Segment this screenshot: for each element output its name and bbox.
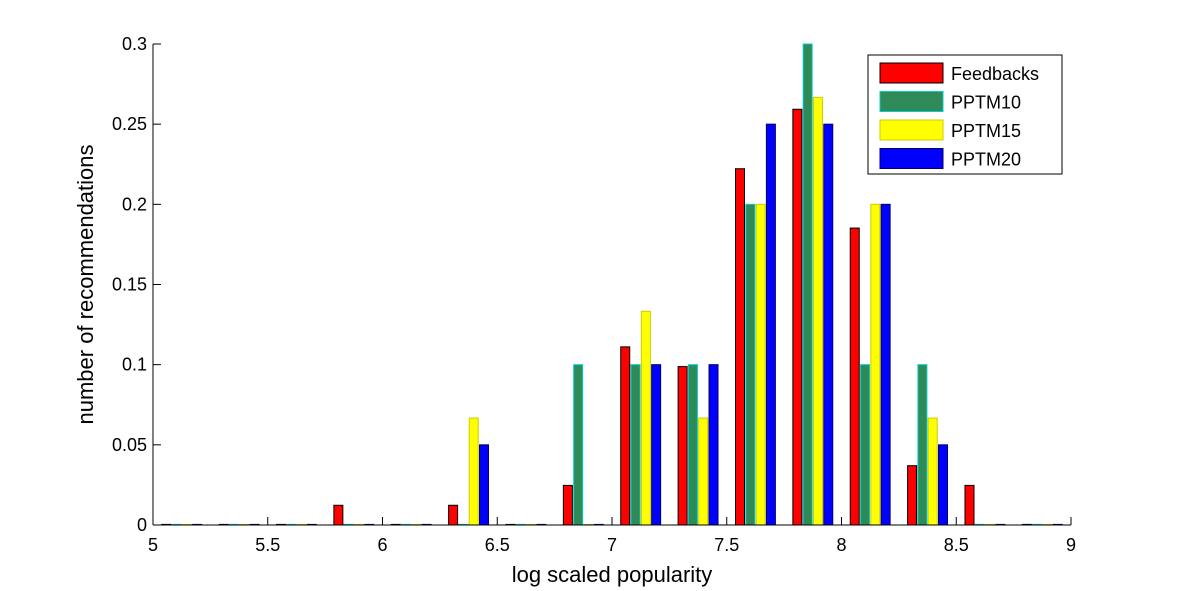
bar-pptm20-12 [880, 203, 891, 526]
x-tick-label-7: 7 [607, 535, 617, 555]
legend-swatch-pptm10 [879, 91, 944, 112]
y-tick-label-0.3: 0.3 [122, 34, 147, 54]
bar-pptm20-11 [823, 123, 834, 526]
y-tick-label-0: 0 [137, 515, 147, 535]
bar-pptm15-8 [640, 310, 651, 526]
bar-feedbacks-9 [677, 366, 688, 526]
x-tick-label-5.5: 5.5 [255, 535, 280, 555]
bar-pptm20-5 [479, 444, 490, 526]
bar-pptm20-10 [765, 123, 776, 526]
bar-pptm15-13 [927, 417, 938, 526]
bar-feedbacks-10 [734, 168, 745, 526]
bar-pptm20-13 [938, 444, 949, 526]
x-tick-label-5: 5 [148, 535, 158, 555]
x-tick-label-8.5: 8.5 [944, 535, 969, 555]
bar-feedbacks-5 [448, 504, 459, 526]
bar-feedbacks-11 [792, 108, 803, 526]
legend-swatch-pptm15 [879, 119, 944, 141]
axes-group: 5 5.5 6 6.5 7 7.5 8 8.5 9 0 0.05 0.1 0.15 0.2 0.25 0.3 [112, 34, 1076, 555]
y-tick-label-0.15: 0.15 [112, 275, 147, 295]
x-tick-label-9: 9 [1066, 535, 1076, 555]
bars-group [161, 43, 1063, 526]
bar-feedbacks-3 [333, 504, 344, 526]
bar-feedbacks-8 [620, 346, 631, 526]
bar-pptm10-12 [860, 364, 871, 526]
bar-pptm15-12 [870, 203, 881, 526]
y-tick-label-0.1: 0.1 [122, 355, 147, 375]
legend-swatch-pptm20 [879, 148, 944, 169]
bar-feedbacks-7 [562, 484, 573, 526]
y-tick-label-0.25: 0.25 [112, 114, 147, 134]
legend-label-pptm20: PPTM20 [951, 150, 1021, 170]
x-tick-label-7.5: 7.5 [714, 535, 739, 555]
x-axis-label: log scaled popularity [512, 562, 713, 587]
bar-pptm10-8 [630, 364, 641, 526]
bar-feedbacks-14 [964, 484, 975, 526]
legend: Feedbacks PPTM10 PPTM15 PPTM20 [867, 54, 1063, 175]
bar-pptm15-11 [812, 96, 823, 526]
legend-label-feedbacks: Feedbacks [951, 64, 1039, 84]
bar-feedbacks-13 [907, 465, 918, 526]
y-tick-label-0.2: 0.2 [122, 194, 147, 214]
legend-swatch-feedbacks [879, 62, 944, 84]
bar-pptm10-11 [802, 43, 813, 526]
bar-pptm15-10 [755, 203, 766, 526]
legend-label-pptm10: PPTM10 [951, 93, 1021, 113]
bar-pptm10-10 [745, 203, 756, 526]
x-tick-label-6: 6 [377, 535, 387, 555]
bar-feedbacks-12 [849, 227, 860, 526]
bar-pptm20-8 [651, 364, 662, 526]
bar-pptm15-5 [468, 417, 479, 526]
bar-pptm20-9 [708, 364, 719, 526]
x-tick-label-8: 8 [836, 535, 846, 555]
bar-pptm10-13 [917, 364, 928, 526]
x-tick-label-6.5: 6.5 [485, 535, 510, 555]
legend-label-pptm15: PPTM15 [951, 121, 1021, 141]
bar-pptm10-9 [687, 364, 698, 526]
bar-pptm15-9 [698, 417, 709, 526]
y-axis-label: number of recommendations [73, 144, 98, 424]
bar-pptm10-7 [573, 364, 584, 526]
y-tick-label-0.05: 0.05 [112, 435, 147, 455]
